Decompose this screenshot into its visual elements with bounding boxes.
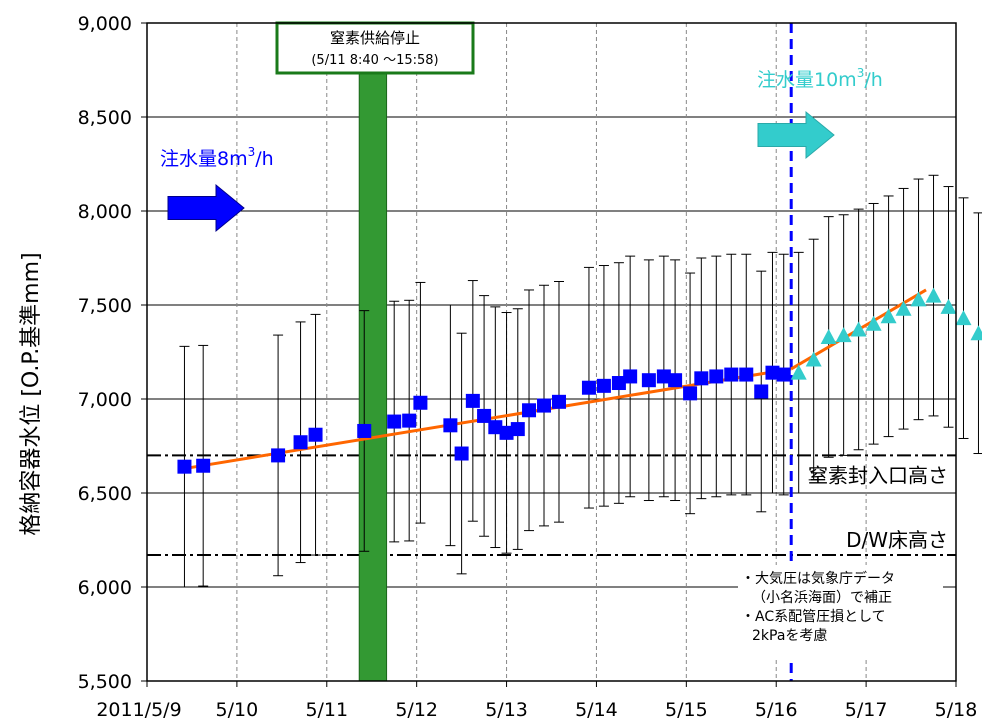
data-point-square	[668, 373, 683, 388]
y-tick-label: 7,500	[78, 295, 132, 317]
data-point-square	[776, 367, 791, 382]
y-tick-label: 8,500	[78, 107, 132, 129]
arrow-after-icon	[757, 110, 835, 160]
data-point-triangle	[820, 328, 837, 344]
data-point-square	[387, 414, 402, 429]
data-point-triangle	[925, 287, 942, 303]
data-point-square	[402, 413, 417, 428]
band-label-line2: (5/11 8:40 ～15:58)	[311, 53, 438, 68]
flow-label-before: 注水量8m3/h	[160, 145, 274, 170]
y-tick-label: 5,500	[78, 671, 132, 693]
data-point-square	[308, 427, 323, 442]
data-point-square	[499, 425, 514, 440]
data-point-square	[196, 458, 211, 473]
data-point-square	[271, 448, 286, 463]
data-point-triangle	[835, 327, 852, 343]
data-point-square	[611, 376, 626, 391]
annotations: 注水量8m3/h 注水量10m3/h ・大気圧は気象庁データ （小名浜海面）で補正・A…	[160, 66, 943, 657]
y-tick-label: 6,000	[78, 577, 132, 599]
data-point-square	[488, 420, 503, 435]
data-point-square	[724, 367, 739, 382]
data-point-square	[443, 418, 458, 433]
note-line: （小名浜海面）で補正	[752, 590, 892, 606]
band-rect	[358, 72, 388, 682]
x-axis-ticks: 2011/5/9 5/10 5/11 5/12 5/13 5/14 5/15 5/16 5/17…	[96, 681, 977, 721]
plot-border	[146, 22, 957, 682]
note-box	[738, 565, 943, 657]
x-tick-label: 2011/5/9	[96, 699, 181, 721]
y-tick-label: 8,000	[78, 201, 132, 223]
data-points	[177, 287, 982, 474]
data-point-square	[522, 403, 537, 418]
data-point-square	[477, 408, 492, 423]
data-point-square	[537, 398, 552, 413]
band-label-line1: 窒素供給停止	[330, 29, 420, 47]
x-tick-label: 5/16	[755, 699, 798, 721]
y-axis-label: 格納容器水位 [O.P.基準mm]	[19, 252, 44, 535]
error-bars	[179, 174, 982, 588]
data-point-square	[739, 367, 754, 382]
data-point-square	[177, 459, 192, 474]
arrow-before-icon	[167, 183, 245, 233]
data-point-square	[357, 423, 372, 438]
data-point-triangle	[865, 315, 882, 331]
data-point-triangle	[895, 300, 912, 316]
data-point-square	[293, 435, 308, 450]
data-point-square	[596, 378, 611, 393]
data-point-square	[510, 422, 525, 437]
x-tick-label: 5/12	[395, 699, 438, 721]
data-point-square	[581, 380, 596, 395]
data-point-triangle	[880, 308, 897, 324]
data-point-square	[656, 369, 671, 384]
data-point-square	[754, 384, 769, 399]
data-point-triangle	[805, 351, 822, 367]
data-point-triangle	[940, 298, 957, 314]
plot-frame	[146, 22, 957, 682]
y-tick-label: 9,000	[78, 13, 132, 35]
y-tick-label: 7,000	[78, 389, 132, 411]
data-point-square	[623, 369, 638, 384]
data-point-square	[765, 365, 780, 380]
y-axis-ticks: 5,500 6,000 6,500 7,000 7,500 8,000 8,500 9,000	[78, 13, 147, 693]
x-tick-label: 5/15	[665, 699, 708, 721]
data-point-square	[413, 395, 428, 410]
note-line: ・AC系配管圧損として	[741, 609, 886, 625]
flow-label-after: 注水量10m3/h	[757, 66, 883, 91]
x-tick-label: 5/11	[305, 699, 348, 721]
x-tick-label: 5/17	[845, 699, 888, 721]
nitrogen-stop-band: 窒素供給停止 (5/11 8:40 ～15:58)	[275, 21, 475, 682]
x-tick-label: 5/13	[485, 699, 528, 721]
data-point-square	[454, 446, 469, 461]
reference-line-label: D/W床高さ	[846, 528, 948, 552]
reference-lines: 窒素封入口高さ D/W床高さ	[147, 454, 956, 557]
data-point-triangle	[955, 310, 972, 326]
data-point-square	[683, 386, 698, 401]
x-tick-label: 5/10	[216, 699, 259, 721]
x-tick-label: 5/18	[935, 699, 978, 721]
y-tick-label: 6,500	[78, 483, 132, 505]
reference-line-label: 窒素封入口高さ	[808, 463, 948, 487]
data-point-square	[694, 371, 709, 386]
data-point-square	[465, 393, 480, 408]
note-line: ・大気圧は気象庁データ	[741, 570, 895, 587]
note-line: 2kPaを考慮	[752, 628, 827, 644]
data-point-square	[709, 369, 724, 384]
data-point-triangle	[790, 364, 807, 380]
data-point-triangle	[850, 321, 867, 337]
data-point-triangle	[970, 325, 982, 341]
data-point-square	[551, 394, 566, 409]
x-tick-label: 5/14	[575, 699, 618, 721]
data-point-triangle	[910, 291, 927, 307]
data-point-square	[641, 373, 656, 388]
